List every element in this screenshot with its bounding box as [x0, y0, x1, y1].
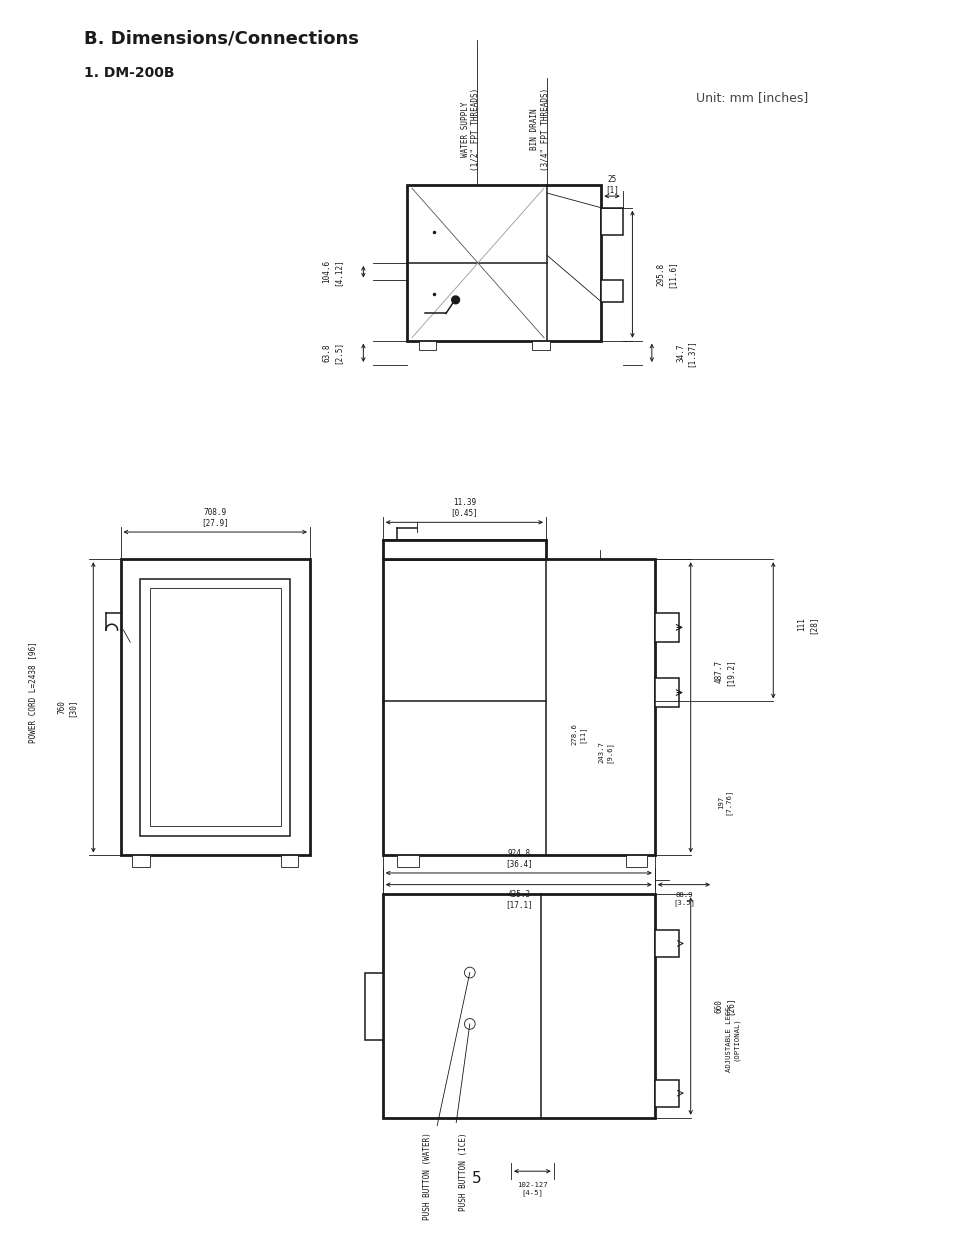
Text: 102-127
[4-5]: 102-127 [4-5]	[517, 1182, 547, 1195]
Text: 708.9
[27.9]: 708.9 [27.9]	[201, 508, 229, 527]
Text: 25
[1]: 25 [1]	[604, 175, 618, 194]
Bar	[600, 280, 622, 301]
Text: PUSH BUTTON (ICE): PUSH BUTTON (ICE)	[458, 1132, 467, 1212]
Bar	[120, 559, 310, 856]
Bar	[600, 207, 622, 235]
Text: 278.6
[11]: 278.6 [11]	[571, 724, 585, 745]
Bar	[397, 856, 418, 867]
Bar	[654, 613, 679, 642]
Text: WATER SUPPLY
(1/2" FPT THREADS): WATER SUPPLY (1/2" FPT THREADS)	[460, 88, 479, 170]
Text: POWER CORD L=2438 [96]: POWER CORD L=2438 [96]	[29, 642, 37, 743]
Bar	[407, 185, 600, 341]
Bar	[654, 678, 679, 708]
Text: 487.7
[19.2]: 487.7 [19.2]	[714, 658, 734, 685]
Bar	[654, 930, 679, 957]
Text: ADJUSTABLE LEGS
(OPTIONAL): ADJUSTABLE LEGS (OPTIONAL)	[725, 1007, 739, 1072]
Bar	[365, 972, 382, 1040]
Text: Unit: mm [inches]: Unit: mm [inches]	[695, 91, 807, 104]
Text: 5: 5	[472, 1172, 481, 1187]
Bar	[132, 856, 150, 867]
Text: 760
[30]: 760 [30]	[57, 698, 76, 716]
Bar	[382, 540, 545, 559]
Text: 104.6
[4.12]: 104.6 [4.12]	[322, 258, 341, 285]
Text: 111
[28]: 111 [28]	[797, 615, 816, 634]
Text: 11.39
[0.45]: 11.39 [0.45]	[450, 498, 477, 517]
Bar	[150, 588, 280, 826]
Circle shape	[452, 296, 459, 304]
Text: 63.8
[2.5]: 63.8 [2.5]	[322, 341, 341, 364]
Bar	[382, 894, 654, 1118]
Text: PUSH BUTTON (WATER): PUSH BUTTON (WATER)	[423, 1132, 432, 1220]
Text: 197
[7.76]: 197 [7.76]	[717, 789, 731, 815]
Bar	[625, 856, 646, 867]
Text: 924.8
[36.4]: 924.8 [36.4]	[504, 848, 532, 868]
Text: 295.8
[11.6]: 295.8 [11.6]	[656, 261, 676, 288]
Bar	[382, 559, 654, 856]
Text: 34.7
[1.37]: 34.7 [1.37]	[676, 338, 695, 367]
Bar	[140, 579, 291, 836]
Bar	[280, 856, 298, 867]
Bar	[418, 341, 436, 351]
Text: 660
[26]: 660 [26]	[714, 997, 734, 1015]
Text: 243.7
[9.6]: 243.7 [9.6]	[598, 741, 612, 763]
Text: BIN DRAIN
(3/4" FPT THREADS): BIN DRAIN (3/4" FPT THREADS)	[530, 88, 549, 170]
Text: 88.9
[3.5]: 88.9 [3.5]	[673, 893, 695, 906]
Text: 1. DM-200B: 1. DM-200B	[84, 65, 173, 80]
Text: 435.3
[17.1]: 435.3 [17.1]	[504, 889, 532, 909]
Text: B. Dimensions/Connections: B. Dimensions/Connections	[84, 30, 358, 48]
Bar	[532, 341, 549, 351]
Bar	[654, 1079, 679, 1107]
